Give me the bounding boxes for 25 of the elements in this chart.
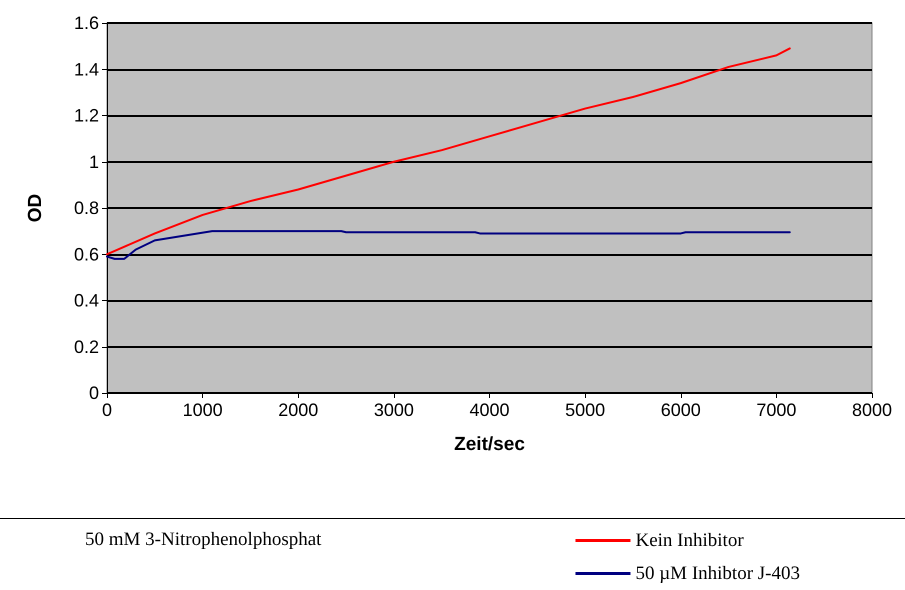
y-tick-label: 1.2 — [74, 106, 99, 126]
x-tick-label: 8000 — [852, 400, 892, 420]
x-tick-label: 2000 — [278, 400, 318, 420]
legend-label: 50 µM Inhibtor J-403 — [635, 563, 800, 584]
y-axis-title: OD — [25, 194, 46, 222]
x-tick-label: 0 — [102, 400, 112, 420]
y-tick-label: 0.8 — [74, 198, 99, 218]
y-tick-label: 1.4 — [74, 59, 99, 80]
legend-label: Kein Inhibitor — [635, 530, 744, 551]
y-tick-label: 0 — [88, 383, 99, 403]
y-tick-label: 0.2 — [74, 336, 99, 357]
y-tick-label: 1.6 — [74, 13, 99, 33]
x-tick-label: 1000 — [182, 400, 223, 420]
x-tick-label: 7000 — [756, 400, 796, 420]
y-tick-label: 0.4 — [74, 290, 99, 310]
x-tick-label: 4000 — [469, 400, 510, 420]
x-axis-title: Zeit/sec — [454, 434, 526, 455]
y-tick-label: 0.6 — [74, 244, 99, 264]
x-tick-label: 6000 — [660, 400, 701, 420]
text: 50 mM 3-Nitrophenolphosphat — [85, 529, 322, 550]
x-tick-label: 5000 — [565, 400, 606, 420]
line-series — [106, 47, 791, 256]
y-tick-label: 1 — [88, 152, 99, 172]
x-tick-label: 3000 — [374, 400, 414, 420]
line-series — [106, 230, 791, 260]
